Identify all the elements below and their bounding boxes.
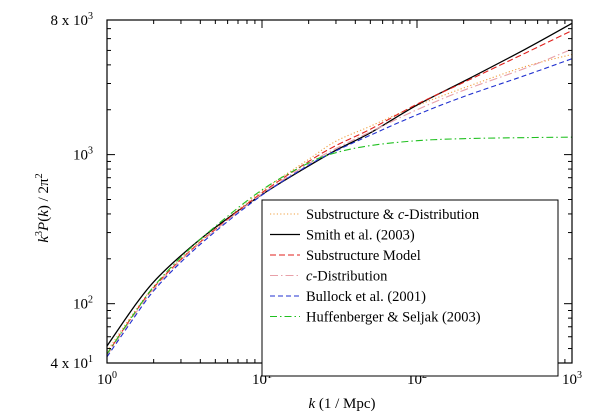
series-layer bbox=[106, 22, 573, 358]
legend-label-substructure-c-distribution: Substructure & c-Distribution bbox=[306, 207, 480, 223]
legend-items: Substructure & c-Distribution Smith et al… bbox=[270, 207, 481, 326]
legend-label-c-distribution: c-Distribution bbox=[306, 269, 388, 285]
legend-label-huffenberger-seljak-2003: Huffenberger & Seljak (2003) bbox=[306, 310, 481, 326]
series-line-substructure-model bbox=[106, 30, 573, 355]
legend-box bbox=[261, 199, 559, 377]
y-tick-label: 4 x 101 bbox=[51, 354, 94, 372]
series-line-bullock-et-al-2001 bbox=[106, 58, 573, 358]
legend-label-bullock-et-al-2001: Bullock et al. (2001) bbox=[306, 289, 426, 305]
series-line-huffenberger-seljak-2003 bbox=[106, 136, 573, 355]
x-tick-label: 100 bbox=[97, 370, 117, 388]
legend-label-smith-et-al-2003: Smith et al. (2003) bbox=[306, 228, 415, 244]
legend-label-substructure-model: Substructure Model bbox=[306, 248, 421, 264]
y-tick-label: 102 bbox=[73, 295, 93, 313]
series-line-c-distribution bbox=[106, 48, 573, 356]
x-tick-label: 103 bbox=[562, 370, 582, 388]
series-line-smith-et-al-2003 bbox=[106, 22, 573, 347]
y-tick-label: 8 x 103 bbox=[51, 11, 94, 29]
y-tick-label: 103 bbox=[73, 146, 93, 164]
legend: Substructure & c-Distribution Smith et al… bbox=[261, 199, 559, 377]
x-axis-label: k (1 / Mpc) bbox=[308, 396, 375, 412]
y-axis-label: k3P(k) / 2π2 bbox=[34, 173, 52, 242]
